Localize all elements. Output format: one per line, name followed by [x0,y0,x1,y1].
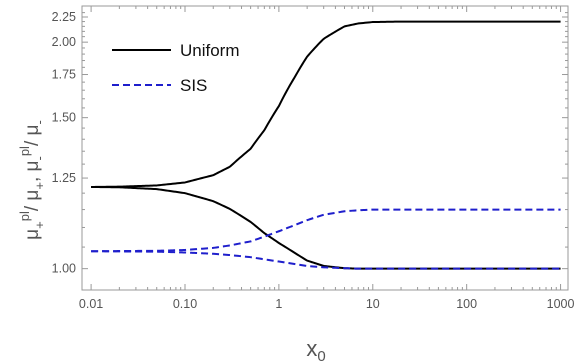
legend-label-uniform: Uniform [180,41,240,60]
x-axis-ticks: 0.01 0.10 1 10 100 1000 [79,6,575,311]
x-tick-label: 1000 [547,297,575,311]
plot-frame [81,5,569,291]
y-tick-label: 1.00 [52,262,76,276]
x-tick-label: 0.01 [79,297,103,311]
y-tick-label: 1.50 [52,111,76,125]
x-axis-label: x0 [306,336,325,363]
legend: Uniform SIS [112,41,240,95]
series-line-uniform [91,20,561,188]
x-tick-label: 0.10 [173,297,197,311]
y-tick-label: 2.00 [52,35,76,49]
series-line-sis [91,208,561,253]
x-tick-label: 100 [456,297,477,311]
plot-border [81,5,569,291]
x-tick-label: 1 [275,297,282,311]
y-tick-label: 1.75 [52,68,76,82]
series-layer [91,20,561,270]
x-tick-label: 10 [366,297,380,311]
y-tick-label: 1.25 [52,171,76,185]
series-line-unlabeled-3 [91,250,561,270]
legend-label-sis: SIS [180,76,207,95]
series-line-unlabeled-1 [91,185,561,270]
y-axis-ticks: 1.00 1.25 1.50 1.75 2.00 2.25 [52,10,568,276]
y-axis-label: μ+pl/ μ+, μ-pl/ μ- [17,120,47,240]
y-tick-label: 2.25 [52,10,76,24]
